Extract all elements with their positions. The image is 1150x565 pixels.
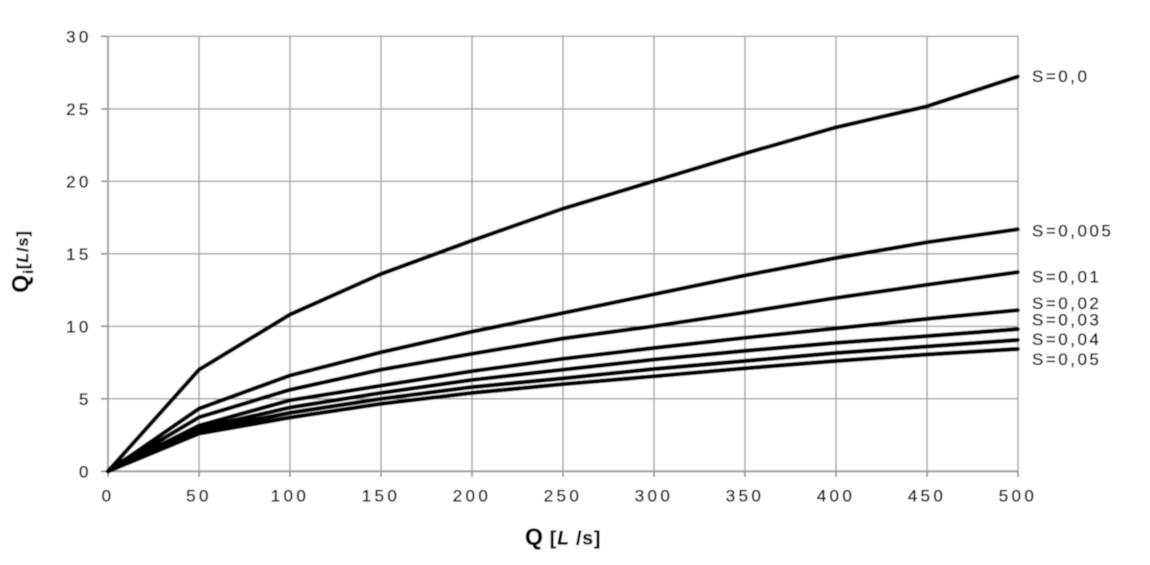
svg-text:S=0,05: S=0,05 — [1032, 350, 1101, 369]
svg-text:0: 0 — [79, 462, 92, 481]
svg-text:0: 0 — [102, 487, 115, 506]
svg-text:30: 30 — [66, 27, 92, 46]
svg-text:20: 20 — [66, 172, 92, 191]
svg-text:S=0,02: S=0,02 — [1032, 294, 1101, 313]
svg-text:Qi[L/s]: Qi[L/s] — [7, 230, 36, 293]
svg-text:S=0,0: S=0,0 — [1032, 67, 1089, 86]
svg-text:S=0,01: S=0,01 — [1032, 267, 1101, 286]
svg-text:15: 15 — [66, 245, 92, 264]
svg-text:100: 100 — [271, 487, 310, 506]
svg-text:400: 400 — [817, 487, 856, 506]
svg-text:Q[L /s]: Q [L /s] — [525, 523, 601, 549]
svg-text:450: 450 — [908, 487, 947, 506]
svg-text:S=0,005: S=0,005 — [1032, 222, 1113, 241]
svg-text:25: 25 — [66, 100, 92, 119]
svg-text:50: 50 — [186, 487, 212, 506]
svg-text:200: 200 — [453, 487, 492, 506]
svg-text:5: 5 — [79, 390, 92, 409]
svg-text:500: 500 — [999, 487, 1038, 506]
svg-text:10: 10 — [66, 317, 92, 336]
svg-text:300: 300 — [635, 487, 674, 506]
svg-text:S=0,03: S=0,03 — [1032, 311, 1101, 330]
svg-text:350: 350 — [726, 487, 765, 506]
svg-text:S=0,04: S=0,04 — [1032, 330, 1101, 349]
svg-text:250: 250 — [544, 487, 583, 506]
svg-text:150: 150 — [362, 487, 401, 506]
